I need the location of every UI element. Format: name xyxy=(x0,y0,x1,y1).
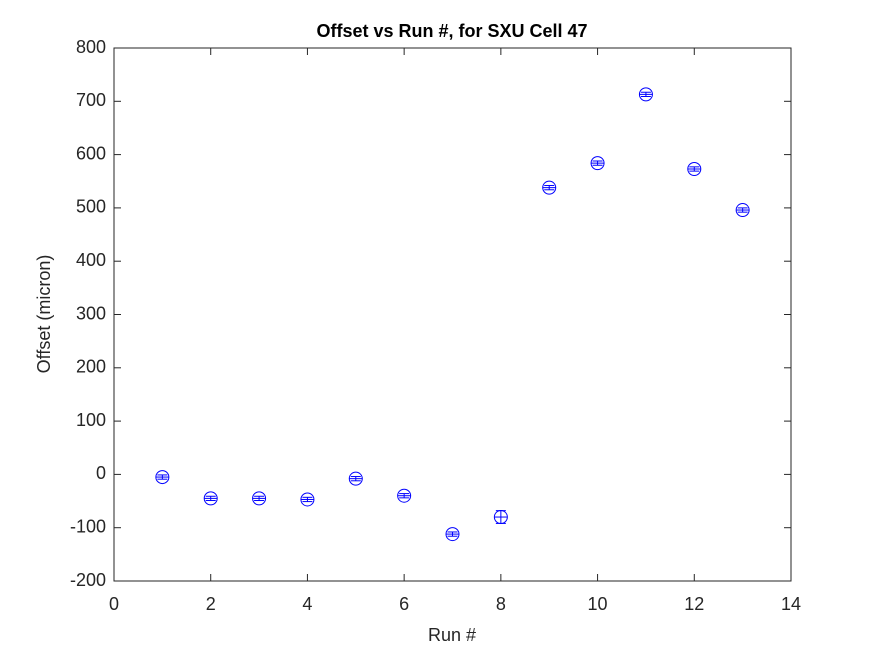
x-tick-label: 8 xyxy=(496,594,506,614)
x-tick-label: 14 xyxy=(781,594,801,614)
y-tick-label: -200 xyxy=(70,570,106,590)
y-tick-label: 100 xyxy=(76,410,106,430)
chart-title: Offset vs Run #, for SXU Cell 47 xyxy=(316,21,587,41)
y-tick-label: 0 xyxy=(96,463,106,483)
y-tick-label: 300 xyxy=(76,303,106,323)
y-axis-label: Offset (micron) xyxy=(34,255,54,374)
y-tick-label: 200 xyxy=(76,357,106,377)
x-tick-label: 12 xyxy=(684,594,704,614)
y-tick-label: 700 xyxy=(76,90,106,110)
y-tick-label: 400 xyxy=(76,250,106,270)
x-tick-label: 10 xyxy=(588,594,608,614)
x-tick-label: 4 xyxy=(302,594,312,614)
x-tick-label: 6 xyxy=(399,594,409,614)
x-tick-label: 2 xyxy=(206,594,216,614)
x-axis-label: Run # xyxy=(428,625,476,645)
y-tick-label: 600 xyxy=(76,143,106,163)
x-tick-label: 0 xyxy=(109,594,119,614)
y-tick-label: 500 xyxy=(76,197,106,217)
y-tick-label: -100 xyxy=(70,516,106,536)
y-tick-label: 800 xyxy=(76,37,106,57)
